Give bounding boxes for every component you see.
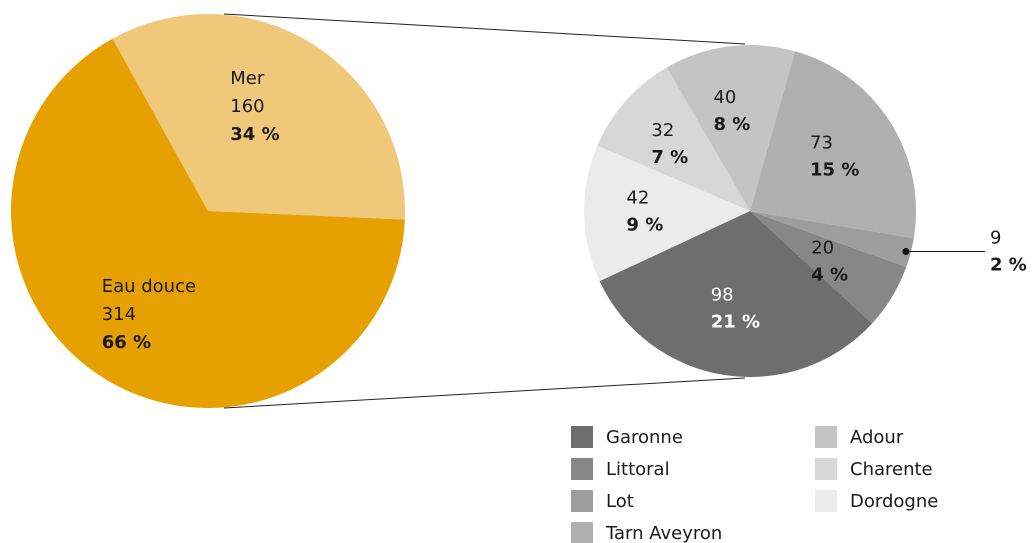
legend-swatch: [571, 458, 593, 480]
slice-percent: 7 %: [651, 147, 688, 168]
slice-value: 32: [651, 120, 674, 141]
legend-label: Lot: [606, 491, 634, 512]
pie-slice: [750, 51, 916, 239]
slice-percent: 8 %: [713, 114, 750, 135]
slice-value: 160: [230, 96, 264, 117]
legend-label: Adour: [850, 427, 904, 448]
pie-slice: [750, 211, 914, 267]
slice-value: 98: [711, 284, 734, 305]
slice-percent: 2 %: [990, 254, 1027, 275]
slice-value: 9: [990, 227, 1001, 248]
slice-percent: 9 %: [626, 215, 663, 236]
pie-slice: [584, 145, 750, 282]
slice-category: Mer: [230, 68, 265, 89]
slice-percent: 15 %: [810, 160, 859, 181]
slice-percent: 66 %: [102, 332, 151, 353]
pie-slice: [10, 38, 405, 408]
legend-label: Littoral: [606, 459, 670, 480]
slice-percent: 21 %: [711, 311, 760, 332]
legend-swatch: [571, 522, 593, 543]
pie-slice: [599, 211, 873, 377]
slice-value: 314: [102, 304, 136, 325]
connector: [223, 377, 746, 409]
slice-value: 40: [713, 87, 736, 108]
slice-value: 20: [811, 238, 834, 259]
legend-swatch: [815, 458, 837, 480]
slice-category: Eau douce: [102, 276, 196, 297]
slice-percent: 34 %: [230, 124, 279, 145]
legend-swatch: [571, 426, 593, 448]
pie-slice: [750, 211, 907, 324]
legend-label: Charente: [850, 459, 933, 480]
slice-value: 42: [626, 188, 649, 209]
connector: [223, 13, 746, 45]
legend-swatch: [815, 490, 837, 512]
slice-value: 73: [810, 133, 833, 154]
legend-label: Garonne: [606, 427, 683, 448]
legend-label: Tarn Aveyron: [605, 523, 722, 543]
pie-slice: [112, 14, 406, 220]
slice-percent: 4 %: [811, 265, 848, 286]
pie-slice: [666, 44, 795, 212]
pie-slice: [597, 67, 750, 211]
legend-swatch: [815, 426, 837, 448]
legend-swatch: [571, 490, 593, 512]
legend-label: Dordogne: [850, 491, 938, 512]
